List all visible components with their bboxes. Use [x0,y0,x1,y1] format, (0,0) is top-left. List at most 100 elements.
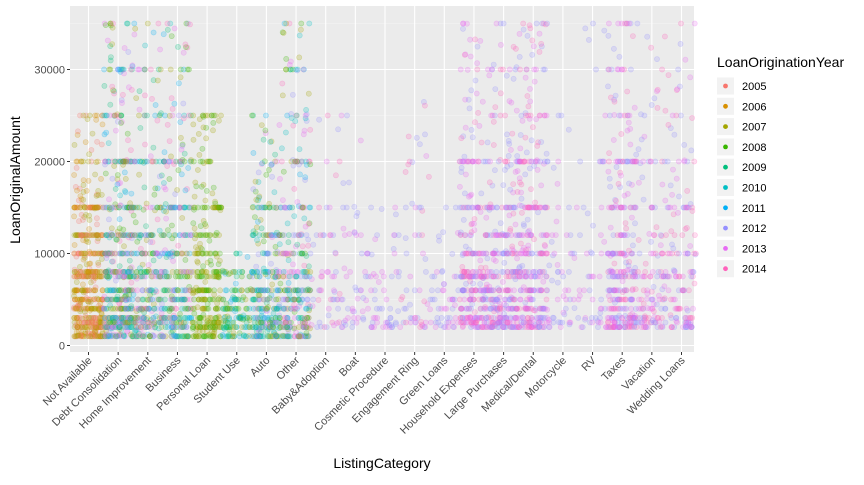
data-point [191,193,198,200]
data-point [392,204,399,211]
data-point [131,31,138,38]
data-point [85,319,92,326]
data-point [92,329,99,335]
data-point [523,66,530,73]
data-point [157,46,163,53]
data-point [552,232,559,238]
data-point [152,102,159,108]
data-point [640,158,646,165]
data-point [265,304,271,310]
data-point [518,195,525,202]
data-point [512,221,519,228]
data-point [440,281,447,287]
data-point [111,112,118,119]
data-point [81,287,88,294]
data-point [166,176,173,182]
data-point [550,164,557,171]
data-point [202,197,209,204]
data-point [92,284,99,291]
data-point [82,250,89,257]
data-point [91,250,98,257]
data-point [109,175,116,182]
data-point [474,66,481,73]
data-point [611,98,618,105]
data-point [93,232,99,238]
data-point [78,287,85,294]
data-point [84,287,91,294]
data-point [561,311,568,318]
data-point [198,232,204,238]
data-point [635,146,642,153]
data-point [141,112,148,119]
data-point [93,232,100,238]
data-point [432,324,439,330]
data-point [75,250,81,257]
data-point [182,287,189,294]
data-point [458,135,465,142]
data-point [151,191,158,198]
data-point [536,30,543,37]
data-point [611,45,617,52]
data-point [85,273,91,280]
data-point [526,115,533,122]
data-point [305,90,312,97]
data-point [87,268,94,275]
data-point [116,216,123,223]
data-point [76,232,82,238]
data-point [526,227,533,234]
data-point [78,273,85,280]
data-point [87,271,94,278]
data-point [527,165,533,172]
data-point [614,204,621,211]
data-point [617,296,623,303]
data-point [528,137,535,144]
data-point [409,159,416,165]
data-point [116,324,122,330]
data-point [91,305,97,312]
data-point [79,273,86,280]
data-point [167,66,174,73]
data-point [92,204,98,211]
data-point [190,220,197,227]
data-point [168,222,175,229]
data-point [427,306,433,313]
data-point [613,197,619,204]
data-point [232,280,239,287]
data-point [380,287,387,294]
data-point [108,250,115,257]
data-point [477,257,484,264]
data-point [84,330,90,337]
data-point [81,204,88,211]
data-point [673,175,680,182]
data-point [391,250,398,257]
data-point [93,325,99,332]
data-point [531,78,538,85]
data-point [171,100,178,107]
data-point [82,139,89,145]
data-point [503,302,509,309]
data-point [149,273,156,280]
data-point [297,299,304,306]
data-point [352,284,359,291]
data-point [71,242,78,248]
data-point [78,329,85,336]
data-point [75,128,81,135]
data-point [124,250,131,257]
data-point [590,222,596,229]
data-point [662,107,669,114]
data-point [527,86,533,92]
data-point [96,273,103,280]
data-point [85,268,92,275]
data-point [289,91,296,98]
data-point [249,232,256,238]
data-point [89,204,96,211]
legend-label: 2011 [742,203,766,215]
data-point [130,212,137,219]
data-point [85,268,92,275]
data-point [566,268,572,275]
data-point [90,324,97,330]
data-point [467,36,473,43]
data-point [530,204,537,211]
data-point [78,232,85,238]
